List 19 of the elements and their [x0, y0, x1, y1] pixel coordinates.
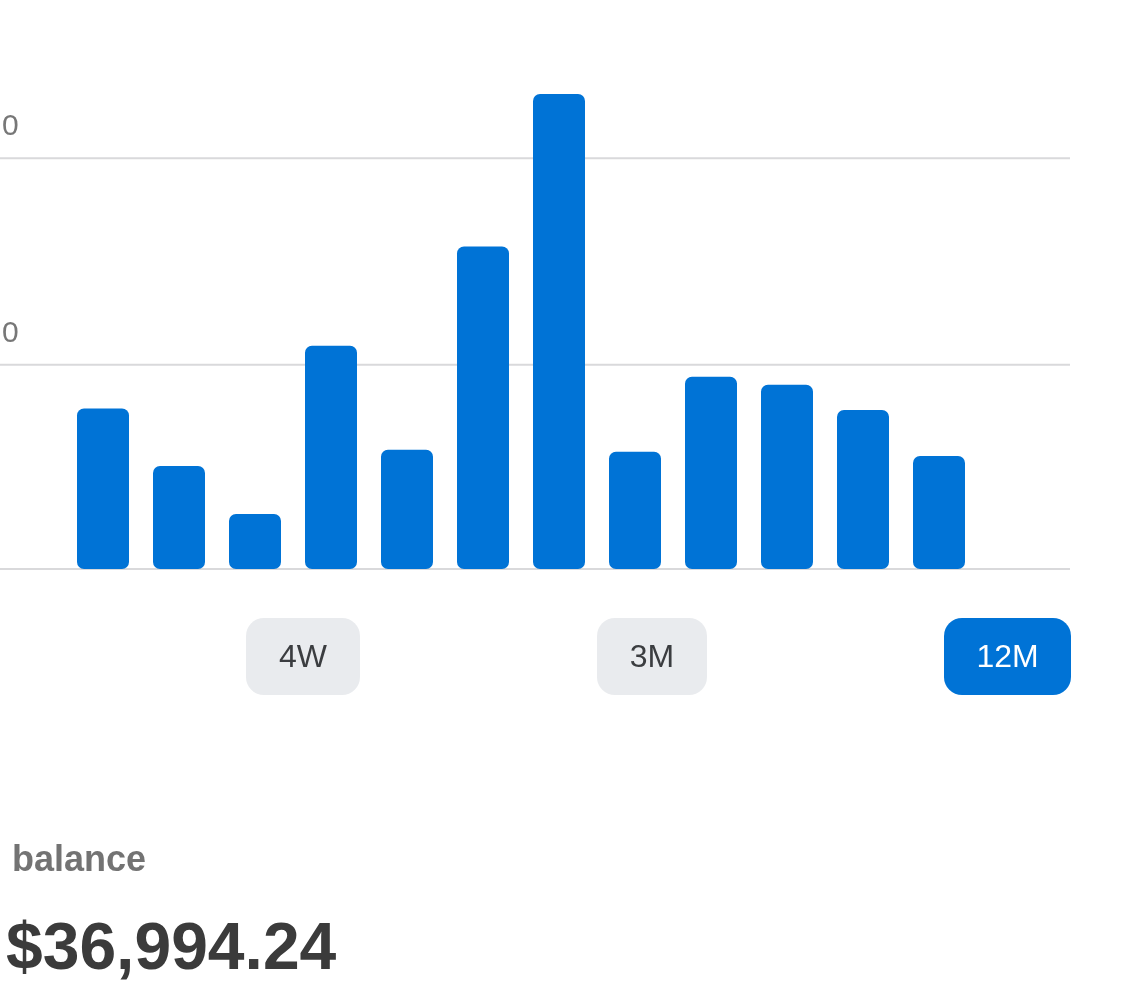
text: $36,994.24 — [6, 908, 337, 984]
bar — [305, 345, 357, 569]
bar — [837, 409, 889, 569]
bar — [381, 449, 433, 569]
bar — [229, 513, 281, 569]
text: 0 — [2, 108, 19, 143]
bar — [609, 451, 661, 569]
text: 0 — [2, 314, 19, 349]
bar — [77, 408, 129, 569]
text: balance — [12, 838, 147, 880]
bar — [761, 384, 813, 569]
bar — [685, 376, 737, 569]
bar — [457, 246, 509, 569]
text: 12M — [944, 618, 1071, 695]
text: 3M — [597, 618, 707, 695]
bar — [913, 455, 965, 569]
bar — [153, 465, 205, 569]
text: 4W — [246, 618, 360, 695]
bar — [533, 94, 585, 569]
